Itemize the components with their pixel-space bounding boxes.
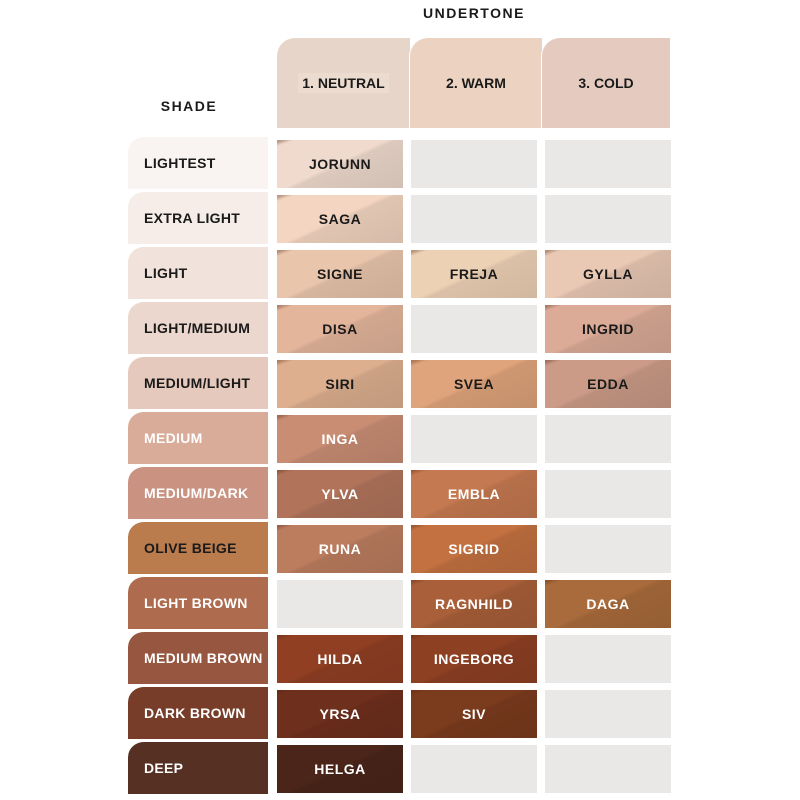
shade-name: FREJA xyxy=(449,266,499,282)
shade-name: SIGNE xyxy=(316,266,364,282)
shade-row-label: LIGHTEST xyxy=(128,136,268,189)
shade-swatch[interactable]: SAGA xyxy=(277,195,403,243)
empty-cell xyxy=(545,745,671,793)
shade-swatch[interactable]: FREJA xyxy=(411,250,537,298)
undertone-title: UNDERTONE xyxy=(423,5,525,21)
shade-name: DISA xyxy=(322,321,358,337)
empty-cell xyxy=(411,415,537,463)
empty-cell xyxy=(545,525,671,573)
shade-swatch[interactable]: INGRID xyxy=(545,305,671,353)
empty-cell xyxy=(411,745,537,793)
shade-row-label: MEDIUM/DARK xyxy=(128,466,268,519)
shade-swatch[interactable]: SIV xyxy=(411,690,537,738)
empty-cell xyxy=(411,305,537,353)
shade-name: INGA xyxy=(321,431,359,447)
empty-cell xyxy=(545,195,671,243)
undertone-label: 3. COLD xyxy=(578,75,634,91)
shade-name: SAGA xyxy=(318,211,362,227)
undertone-label: 1. NEUTRAL xyxy=(298,73,389,93)
shade-swatch[interactable]: YRSA xyxy=(277,690,403,738)
shade-row-label: MEDIUM BROWN xyxy=(128,631,268,684)
shade-name: YRSA xyxy=(319,706,361,722)
shade-name: RAGNHILD xyxy=(435,596,513,612)
shade-name: HELGA xyxy=(314,761,366,777)
shade-swatch[interactable]: DAGA xyxy=(545,580,671,628)
shade-row-label: MEDIUM xyxy=(128,411,268,464)
empty-cell xyxy=(545,415,671,463)
shade-row-label: OLIVE BEIGE xyxy=(128,521,268,574)
shade-swatch[interactable]: DISA xyxy=(277,305,403,353)
shade-swatch[interactable]: HILDA xyxy=(277,635,403,683)
undertone-header-2: 2. WARM xyxy=(410,38,542,128)
shade-swatch[interactable]: SIGRID xyxy=(411,525,537,573)
shade-name: GYLLA xyxy=(583,266,633,282)
shade-name: INGRID xyxy=(582,321,634,337)
shade-swatch[interactable]: YLVA xyxy=(277,470,403,518)
shade-swatch[interactable]: SIGNE xyxy=(277,250,403,298)
shade-name: HILDA xyxy=(317,651,363,667)
shade-swatch[interactable]: RUNA xyxy=(277,525,403,573)
empty-cell xyxy=(545,470,671,518)
undertone-header-3: 3. COLD xyxy=(542,38,670,128)
shade-name: YLVA xyxy=(321,486,359,502)
shade-swatch[interactable]: INGA xyxy=(277,415,403,463)
shade-swatch[interactable]: HELGA xyxy=(277,745,403,793)
shade-name: SIV xyxy=(461,706,487,722)
undertone-header-1: 1. NEUTRAL xyxy=(277,38,410,128)
shade-row-label: DEEP xyxy=(128,741,268,794)
shade-name: DAGA xyxy=(586,596,630,612)
shade-row-label: MEDIUM/LIGHT xyxy=(128,356,268,409)
undertone-label: 2. WARM xyxy=(446,75,506,91)
shade-swatch[interactable]: SIRI xyxy=(277,360,403,408)
shade-swatch[interactable]: RAGNHILD xyxy=(411,580,537,628)
empty-cell xyxy=(545,635,671,683)
shade-swatch[interactable]: GYLLA xyxy=(545,250,671,298)
shade-swatch[interactable]: EMBLA xyxy=(411,470,537,518)
shade-name: RUNA xyxy=(318,541,362,557)
shade-row-label: DARK BROWN xyxy=(128,686,268,739)
shade-name: EDDA xyxy=(587,376,629,392)
empty-cell xyxy=(277,580,403,628)
shade-name: SVEA xyxy=(453,376,495,392)
empty-cell xyxy=(545,690,671,738)
shade-row-label: LIGHT BROWN xyxy=(128,576,268,629)
shade-name: SIGRID xyxy=(448,541,500,557)
empty-cell xyxy=(411,195,537,243)
shade-header: SHADE xyxy=(160,98,218,114)
empty-cell xyxy=(545,140,671,188)
shade-row-label: EXTRA LIGHT xyxy=(128,191,268,244)
shade-swatch[interactable]: INGEBORG xyxy=(411,635,537,683)
shade-row-label: LIGHT xyxy=(128,246,268,299)
shade-row-label: LIGHT/MEDIUM xyxy=(128,301,268,354)
shade-name: SIRI xyxy=(325,376,355,392)
shade-swatch[interactable]: SVEA xyxy=(411,360,537,408)
empty-cell xyxy=(411,140,537,188)
shade-name: EMBLA xyxy=(447,486,501,502)
shade-swatch[interactable]: EDDA xyxy=(545,360,671,408)
shade-name: INGEBORG xyxy=(433,651,515,667)
shade-swatch[interactable]: JORUNN xyxy=(277,140,403,188)
shade-name: JORUNN xyxy=(308,156,372,172)
